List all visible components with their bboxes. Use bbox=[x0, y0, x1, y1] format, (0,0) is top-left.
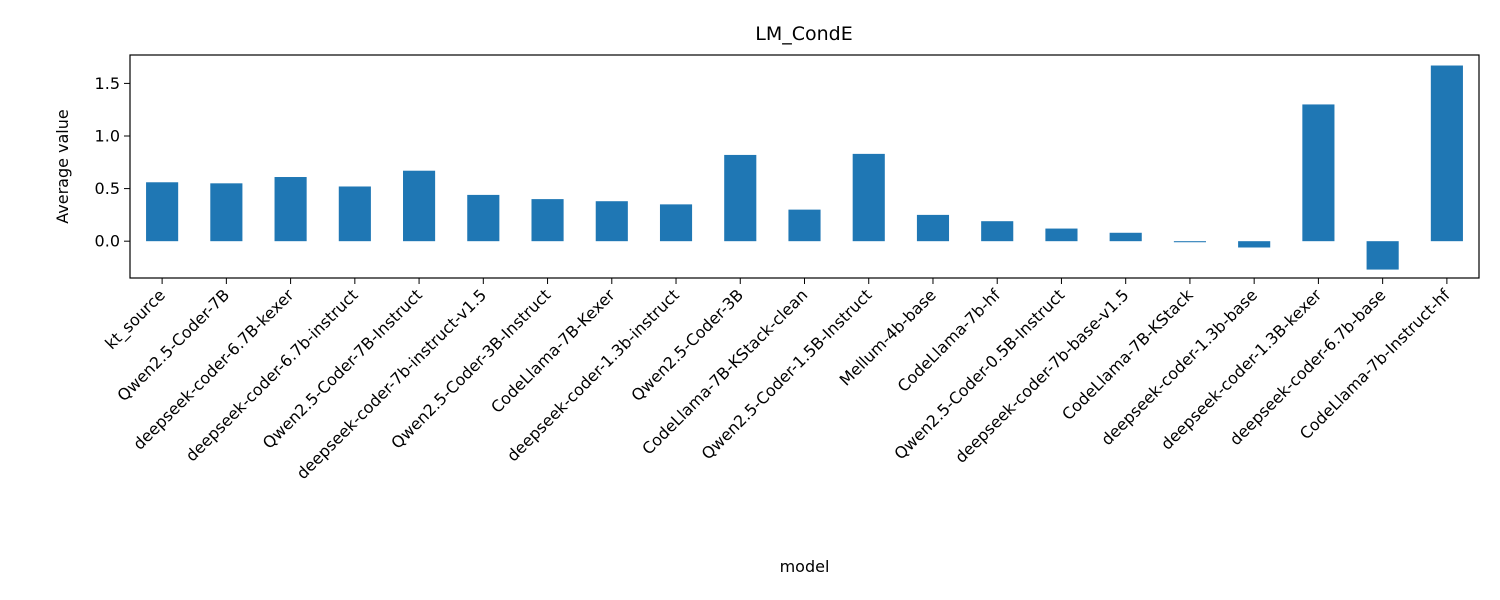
bar-20 bbox=[1430, 65, 1463, 242]
x-tick-label: kt_source bbox=[101, 285, 169, 353]
bar-5 bbox=[467, 194, 500, 242]
x-tick-label: CodeLlama-7B-Kexer bbox=[487, 285, 619, 417]
bar-4 bbox=[403, 170, 436, 242]
y-tick-label: 0.5 bbox=[95, 179, 120, 198]
chart-title: LM_CondE bbox=[755, 23, 852, 45]
x-axis-label: model bbox=[780, 557, 830, 576]
bar-14 bbox=[1045, 228, 1078, 242]
bar-15 bbox=[1109, 232, 1142, 242]
bar-11 bbox=[852, 153, 885, 242]
bar-13 bbox=[981, 221, 1014, 242]
y-tick-label: 1.5 bbox=[95, 74, 120, 93]
bar-8 bbox=[659, 204, 693, 242]
bar-18 bbox=[1302, 104, 1335, 242]
y-axis-label: Average value bbox=[53, 109, 72, 224]
bar-1 bbox=[210, 183, 243, 242]
plot-frame bbox=[129, 54, 1480, 279]
y-axis: 0.0 0.5 1.0 1.5 bbox=[95, 74, 130, 251]
bar-19 bbox=[1366, 241, 1399, 270]
x-tick-label: CodeLlama-7B-KStack bbox=[1058, 285, 1197, 424]
bar-3 bbox=[338, 186, 371, 242]
bar-16 bbox=[1173, 241, 1206, 243]
bar-9 bbox=[724, 154, 757, 242]
x-tick-label: Qwen2.5-Coder-7B bbox=[113, 285, 233, 405]
x-tick-label: Qwen2.5-Coder-3B bbox=[627, 285, 747, 405]
bar-0 bbox=[146, 182, 179, 242]
x-axis: kt_sourceQwen2.5-Coder-7Bdeepseek-coder-… bbox=[101, 278, 1454, 483]
bar-12 bbox=[916, 214, 950, 242]
y-tick-label: 0.0 bbox=[95, 232, 120, 251]
y-tick-label: 1.0 bbox=[95, 126, 120, 145]
bar-2 bbox=[274, 177, 307, 242]
bar-6 bbox=[531, 199, 564, 242]
bar-10 bbox=[788, 209, 821, 242]
bars-group bbox=[146, 65, 1463, 270]
bar-7 bbox=[595, 201, 628, 242]
bar-17 bbox=[1238, 241, 1271, 248]
